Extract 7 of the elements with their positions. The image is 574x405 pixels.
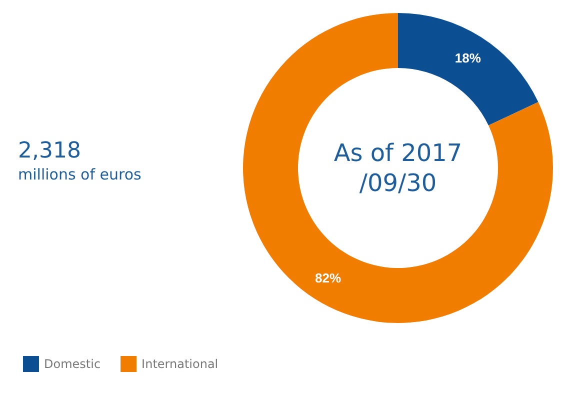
data-label: 18%	[454, 50, 482, 66]
data-label: 82%	[315, 270, 342, 286]
text: millions of euros	[18, 166, 142, 184]
legend-label: International	[142, 357, 218, 371]
text: 2,318	[18, 138, 81, 164]
legend-label: Domestic	[44, 357, 101, 371]
text: As of 2017/09/30	[334, 139, 462, 197]
